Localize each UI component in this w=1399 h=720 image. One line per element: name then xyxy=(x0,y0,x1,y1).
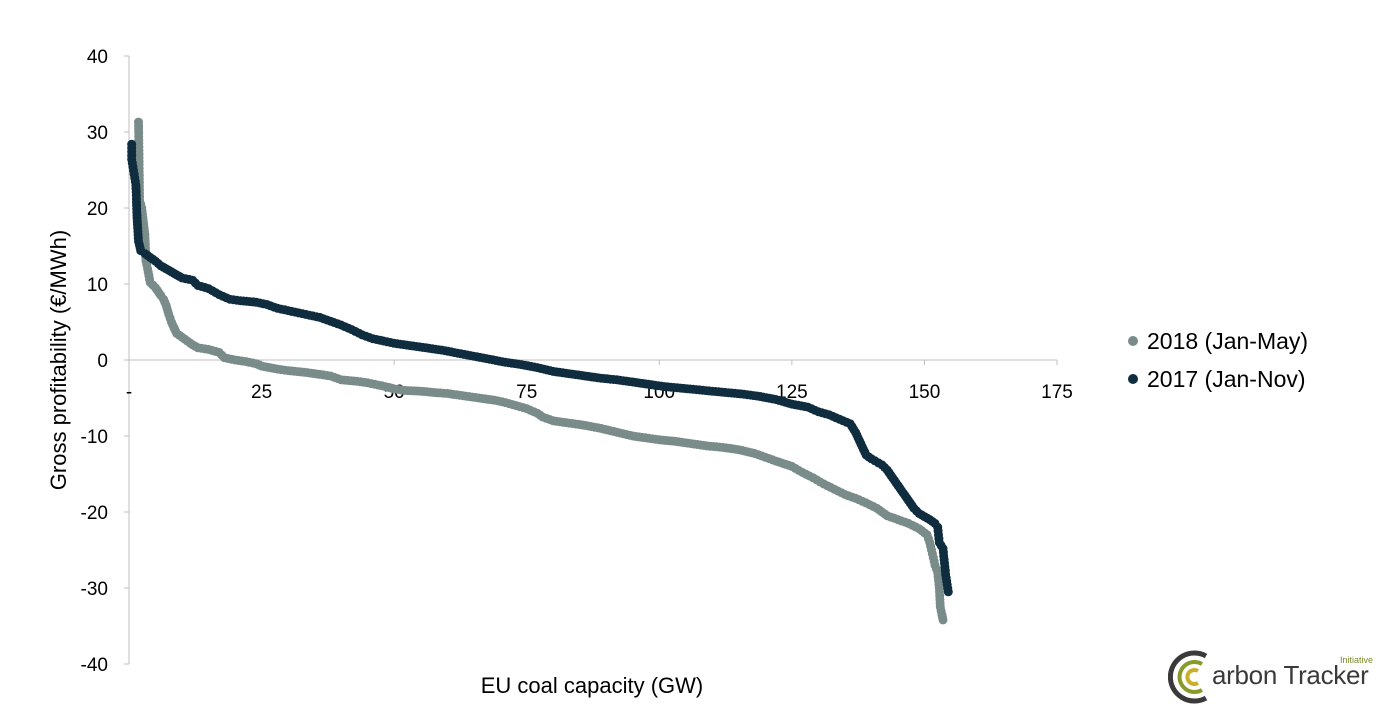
legend-label-2017: 2017 (Jan-Nov) xyxy=(1147,366,1306,392)
x-tick-label: 25 xyxy=(251,382,272,403)
tick-labels: -255075100125150175403020100-10-20-30-40 xyxy=(81,47,1073,676)
data-point xyxy=(938,615,948,625)
x-tick-label: - xyxy=(126,382,132,403)
legend-marker-2018 xyxy=(1128,336,1138,346)
x-tick-label: 75 xyxy=(516,382,537,403)
y-tick-label: -40 xyxy=(81,655,108,676)
y-tick-label: 40 xyxy=(87,47,108,68)
carbon-tracker-logo: arbon Tracker Initiative xyxy=(1168,646,1383,708)
data-point xyxy=(943,587,953,597)
x-tick-label: 175 xyxy=(1041,382,1073,403)
legend-marker-2017 xyxy=(1128,374,1138,384)
legend: 2018 (Jan-May) 2017 (Jan-Nov) xyxy=(1128,328,1308,392)
x-axis-title: EU coal capacity (GW) xyxy=(481,673,704,698)
y-axis-title: Gross profitability (€/MWh) xyxy=(46,230,71,490)
y-tick-label: 20 xyxy=(87,199,108,220)
series-2018 xyxy=(134,117,948,625)
legend-label-2018: 2018 (Jan-May) xyxy=(1147,328,1308,354)
logo-subtitle: Initiative xyxy=(1340,655,1374,665)
axes xyxy=(124,55,1058,665)
series-2017 xyxy=(127,139,953,597)
y-tick-label: 0 xyxy=(97,351,108,372)
y-tick-label: -30 xyxy=(81,579,108,600)
y-tick-label: 30 xyxy=(87,123,108,144)
y-tick-label: -20 xyxy=(81,503,108,524)
x-tick-label: 150 xyxy=(909,382,941,403)
y-tick-label: -10 xyxy=(81,427,108,448)
y-tick-label: 10 xyxy=(87,275,108,296)
logo-wordmark: arbon Tracker xyxy=(1212,660,1369,690)
series-layer xyxy=(127,117,953,625)
logo-rings-icon xyxy=(1168,650,1208,704)
